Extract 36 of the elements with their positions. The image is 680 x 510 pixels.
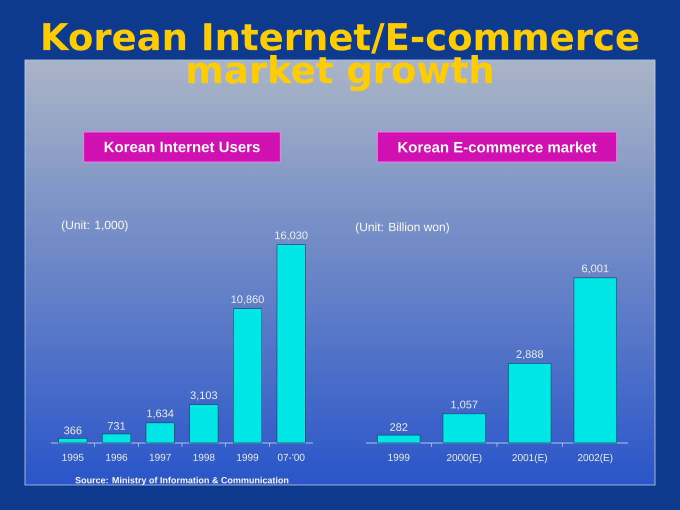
x-tick-label: 2000(E) bbox=[446, 454, 482, 464]
data-label: 1,634 bbox=[147, 410, 174, 419]
data-label: 366 bbox=[64, 426, 82, 434]
x-tick-label: 1999 bbox=[388, 454, 410, 461]
bar bbox=[146, 422, 175, 444]
x-tick-label: 1997 bbox=[150, 454, 171, 461]
data-label: 731 bbox=[108, 422, 126, 430]
bar bbox=[189, 404, 218, 444]
data-label: 10,860 bbox=[232, 295, 264, 304]
chart-title: Korean E-commerce market bbox=[398, 141, 596, 152]
bar bbox=[276, 244, 306, 444]
text: Korean Internet/E-commerce market growth bbox=[43, 23, 638, 92]
x-tick-label: 2001(E) bbox=[512, 454, 547, 464]
bar bbox=[58, 438, 88, 444]
data-label: 16,030 bbox=[275, 231, 308, 241]
x-tick-label: 2002(E) bbox=[578, 454, 612, 464]
source-note: Source: Ministry of Information & Communication bbox=[75, 476, 288, 486]
y-axis-title: (Unit: Billion won) bbox=[356, 222, 449, 234]
chart-title: Korean Internet Users bbox=[104, 142, 260, 152]
x-tick-label: 1998 bbox=[193, 454, 215, 461]
data-label: 2,888 bbox=[516, 350, 544, 360]
x-tick-label: 1999 bbox=[237, 454, 258, 461]
x-tick-label: 07-'00 bbox=[278, 454, 305, 461]
x-tick-label: 1996 bbox=[106, 454, 128, 461]
data-label: 1,057 bbox=[451, 400, 478, 410]
bar bbox=[377, 434, 420, 444]
bar bbox=[442, 414, 486, 444]
data-label: 3,103 bbox=[190, 391, 218, 400]
data-label: 6,001 bbox=[582, 264, 608, 274]
bar bbox=[233, 308, 262, 444]
bar bbox=[102, 434, 131, 444]
bar bbox=[574, 277, 617, 444]
y-axis-title: (Unit: 1,000) bbox=[62, 220, 128, 232]
x-tick-label: 1995 bbox=[62, 454, 84, 461]
bar bbox=[508, 363, 552, 444]
data-label: 282 bbox=[390, 423, 408, 432]
